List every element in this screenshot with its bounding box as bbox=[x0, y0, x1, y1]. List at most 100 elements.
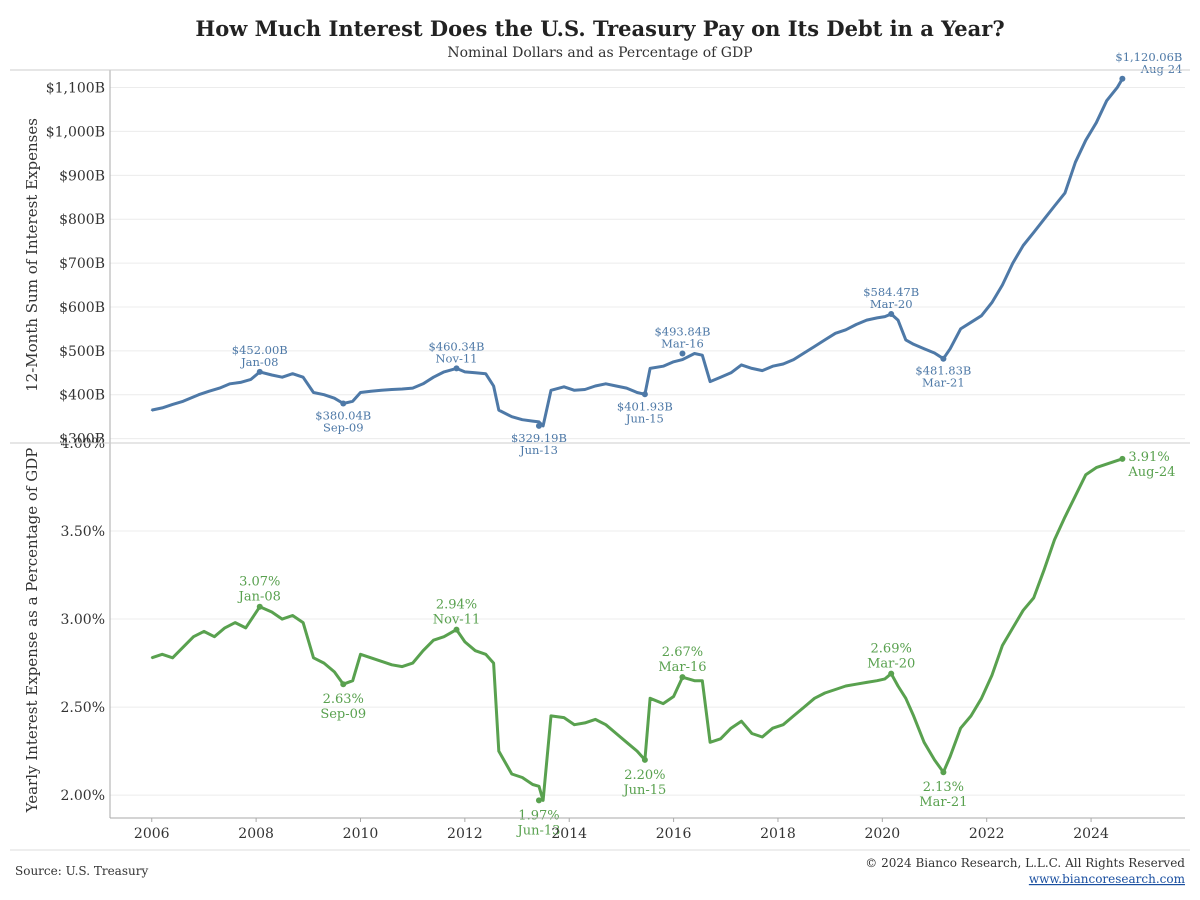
annotation-date-bottom: Sep-09 bbox=[320, 707, 366, 722]
data-point-top bbox=[197, 393, 200, 396]
annotation-date-bottom: Mar-20 bbox=[867, 657, 915, 672]
data-point-bottom bbox=[884, 678, 886, 680]
annotation-date-top: Jan-08 bbox=[240, 355, 278, 369]
data-point-top bbox=[542, 425, 544, 427]
data-point-top bbox=[803, 352, 805, 354]
data-point-bottom bbox=[584, 722, 586, 724]
chart-title: How Much Interest Does the U.S. Treasury… bbox=[195, 16, 1004, 41]
annotation-date-top: Sep-09 bbox=[323, 421, 364, 435]
data-point-top bbox=[1022, 244, 1025, 247]
data-point-bottom bbox=[1116, 459, 1119, 462]
data-point-top bbox=[904, 339, 907, 341]
annotation-marker-bottom bbox=[888, 670, 895, 677]
data-point-bottom bbox=[497, 750, 500, 752]
data-point-bottom bbox=[150, 656, 153, 659]
data-point-top bbox=[970, 321, 972, 324]
website-link[interactable]: www.biancoresearch.com bbox=[1029, 872, 1186, 886]
data-point-bottom bbox=[803, 706, 805, 708]
data-point-top bbox=[1064, 192, 1066, 194]
data-point-top bbox=[912, 343, 915, 346]
data-point-top bbox=[594, 385, 597, 387]
y-tick-label-bottom: 3.00% bbox=[61, 612, 105, 628]
copyright-note: © 2024 Bianco Research, L.L.C. All Right… bbox=[865, 856, 1185, 870]
y-tick-label-top: $800B bbox=[59, 212, 105, 228]
data-point-top bbox=[636, 391, 638, 394]
annotation-value-top: $452.00B bbox=[232, 343, 288, 357]
annotation-value-bottom: 2.13% bbox=[923, 780, 964, 795]
data-point-bottom bbox=[636, 750, 638, 752]
chart-subtitle: Nominal Dollars and as Percentage of GDP bbox=[447, 45, 752, 61]
x-tick-label: 2018 bbox=[760, 826, 796, 842]
data-point-bottom bbox=[182, 646, 185, 649]
data-point-bottom bbox=[542, 799, 544, 802]
data-point-bottom bbox=[270, 611, 273, 613]
data-point-bottom bbox=[281, 618, 284, 620]
data-point-top bbox=[751, 367, 753, 370]
data-point-top bbox=[563, 385, 565, 388]
data-point-bottom bbox=[1095, 466, 1098, 469]
data-point-top bbox=[1074, 161, 1077, 164]
data-point-bottom bbox=[492, 662, 495, 664]
data-point-bottom bbox=[876, 679, 878, 682]
data-point-top bbox=[844, 328, 847, 331]
data-point-top bbox=[250, 378, 252, 381]
data-point-top bbox=[615, 385, 618, 387]
data-point-top bbox=[792, 358, 795, 361]
data-point-bottom bbox=[904, 697, 907, 700]
data-point-bottom bbox=[510, 773, 513, 775]
data-point-top bbox=[681, 358, 684, 361]
data-point-top bbox=[1095, 121, 1098, 124]
data-point-top bbox=[411, 387, 414, 389]
data-point-top bbox=[281, 376, 284, 379]
data-point-top bbox=[270, 374, 273, 376]
y-tick-label-top: $300B bbox=[59, 432, 105, 448]
data-point-top bbox=[876, 317, 878, 319]
y-tick-label-bottom: 4.00% bbox=[61, 436, 105, 452]
data-point-bottom bbox=[1022, 609, 1025, 612]
data-point-top bbox=[1032, 231, 1035, 234]
data-point-bottom bbox=[333, 671, 336, 673]
y-axis-title-top: 12-Month Sum of Interest Expenses bbox=[23, 118, 41, 392]
data-point-top bbox=[649, 367, 651, 370]
data-point-top bbox=[991, 301, 993, 304]
x-tick-label: 2020 bbox=[865, 826, 901, 842]
annotation-value-top: $401.93B bbox=[617, 399, 673, 413]
data-point-bottom bbox=[782, 723, 785, 726]
data-point-bottom bbox=[824, 692, 826, 694]
annotation-value-bottom: 3.91% bbox=[1128, 450, 1169, 465]
annotation-value-bottom: 3.07% bbox=[239, 575, 280, 590]
data-point-top bbox=[1053, 205, 1056, 207]
data-point-top bbox=[150, 409, 153, 411]
data-point-top bbox=[1011, 262, 1014, 264]
y-tick-label-top: $400B bbox=[59, 388, 105, 404]
data-point-bottom bbox=[865, 681, 868, 684]
data-point-bottom bbox=[1053, 538, 1056, 541]
data-point-bottom bbox=[302, 621, 304, 624]
data-point-bottom bbox=[604, 723, 607, 726]
data-point-top bbox=[370, 390, 372, 393]
annotation-date-bottom: Mar-21 bbox=[919, 795, 967, 810]
data-point-top bbox=[980, 314, 983, 317]
annotation-marker-top bbox=[256, 368, 263, 375]
data-point-top bbox=[422, 382, 424, 385]
data-point-bottom bbox=[550, 715, 552, 717]
data-point-top bbox=[761, 369, 764, 372]
data-point-top bbox=[550, 389, 552, 392]
annotation-date-top: Mar-21 bbox=[922, 376, 965, 390]
annotation-marker-bottom bbox=[256, 603, 263, 610]
annotation-value-top: $329.19B bbox=[511, 431, 567, 445]
annotation-date-bottom: Mar-16 bbox=[658, 660, 706, 675]
annotation-marker-bottom bbox=[940, 769, 947, 776]
annotation-value-top: $481.83B bbox=[915, 364, 971, 378]
data-point-top bbox=[959, 328, 962, 330]
annotation-value-top: $584.47B bbox=[863, 285, 919, 299]
annotation-marker-top bbox=[888, 310, 895, 317]
data-point-bottom bbox=[323, 662, 325, 664]
data-point-bottom bbox=[834, 688, 837, 691]
annotation-value-bottom: 2.63% bbox=[323, 692, 364, 707]
data-point-top bbox=[464, 371, 466, 373]
data-point-bottom bbox=[813, 697, 816, 700]
data-point-top bbox=[401, 388, 404, 390]
annotation-value-bottom: 2.69% bbox=[871, 642, 912, 657]
data-point-top bbox=[865, 319, 868, 321]
